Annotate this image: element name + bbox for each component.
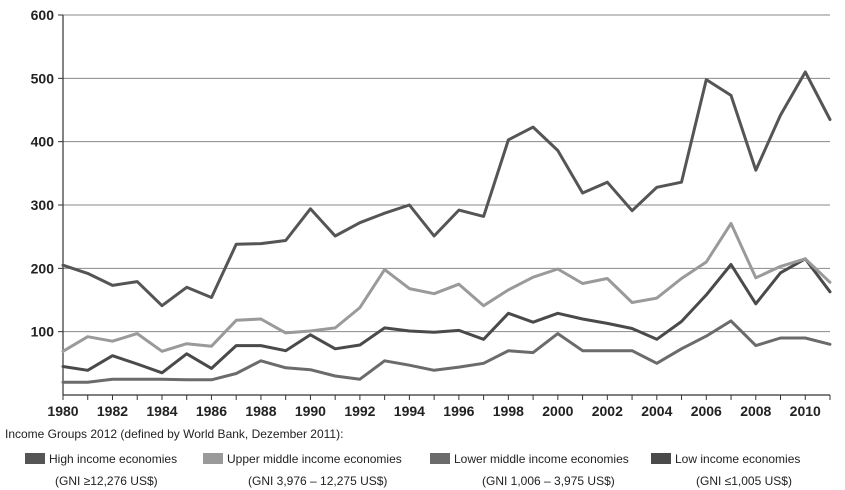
x-tick-label: 2010	[790, 403, 821, 419]
series-line-2	[61, 319, 832, 384]
x-axis-ticks: 1980 1982 1984 1986 1988 1990 1992 1994 1996 1998…	[47, 395, 831, 419]
y-tick-label: 200	[31, 260, 55, 276]
legend-swatch	[651, 453, 671, 464]
x-tick-label: 1994	[394, 403, 425, 419]
legend-label: High income economies	[49, 452, 178, 466]
legend-title: Income Groups 2012 (defined by World Ban…	[5, 427, 344, 441]
y-tick-label: 300	[31, 197, 55, 213]
legend-item-lower-middle-income: Lower middle income economies (GNI 1,006…	[430, 452, 629, 488]
x-tick-label: 2008	[740, 403, 771, 419]
legend-label: Low income economies	[675, 452, 801, 466]
legend-item-high-income: High income economies (GNI ≥12,276 US$)	[25, 452, 178, 488]
legend-sublabel: (GNI ≤1,005 US$)	[696, 474, 792, 488]
x-tick-label: 2006	[691, 403, 722, 419]
x-tick-label: 1990	[295, 403, 326, 419]
x-tick-label: 1988	[245, 403, 276, 419]
series-line-1	[61, 221, 832, 353]
y-tick-label: 400	[31, 134, 55, 150]
x-tick-label: 1984	[146, 403, 177, 419]
y-tick-label: 600	[31, 7, 55, 23]
x-tick-label: 2004	[641, 403, 672, 419]
x-tick-label: 2002	[592, 403, 623, 419]
x-tick-label: 1998	[493, 403, 524, 419]
y-tick-label: 500	[31, 70, 55, 86]
y-tick-label: 100	[31, 324, 55, 340]
x-tick-label: 1982	[97, 403, 128, 419]
x-tick-label: 1986	[196, 403, 227, 419]
legend-swatch	[430, 453, 450, 464]
legend-sublabel: (GNI 3,976 – 12,275 US$)	[248, 474, 388, 488]
y-axis-ticks: 100 200 300 400 500 600	[31, 7, 63, 340]
x-tick-label: 1980	[47, 403, 78, 419]
legend-sublabel: (GNI 1,006 – 3,975 US$)	[482, 474, 615, 488]
legend-item-low-income: Low income economies (GNI ≤1,005 US$)	[651, 452, 801, 488]
legend-swatch	[25, 453, 45, 464]
x-tick-label: 1996	[443, 403, 474, 419]
grid-lines	[63, 14, 830, 333]
series-lines	[61, 70, 832, 384]
legend-label: Lower middle income economies	[454, 452, 629, 466]
legend-sublabel: (GNI ≥12,276 US$)	[55, 474, 158, 488]
x-tick-label: 2000	[542, 403, 573, 419]
legend-item-upper-middle-income: Upper middle income economies (GNI 3,976…	[203, 452, 402, 488]
series-line-3	[61, 257, 832, 375]
x-tick-label: 1992	[344, 403, 375, 419]
series-line-0	[61, 70, 832, 308]
legend-swatch	[203, 453, 223, 464]
legend-label: Upper middle income economies	[227, 452, 402, 466]
